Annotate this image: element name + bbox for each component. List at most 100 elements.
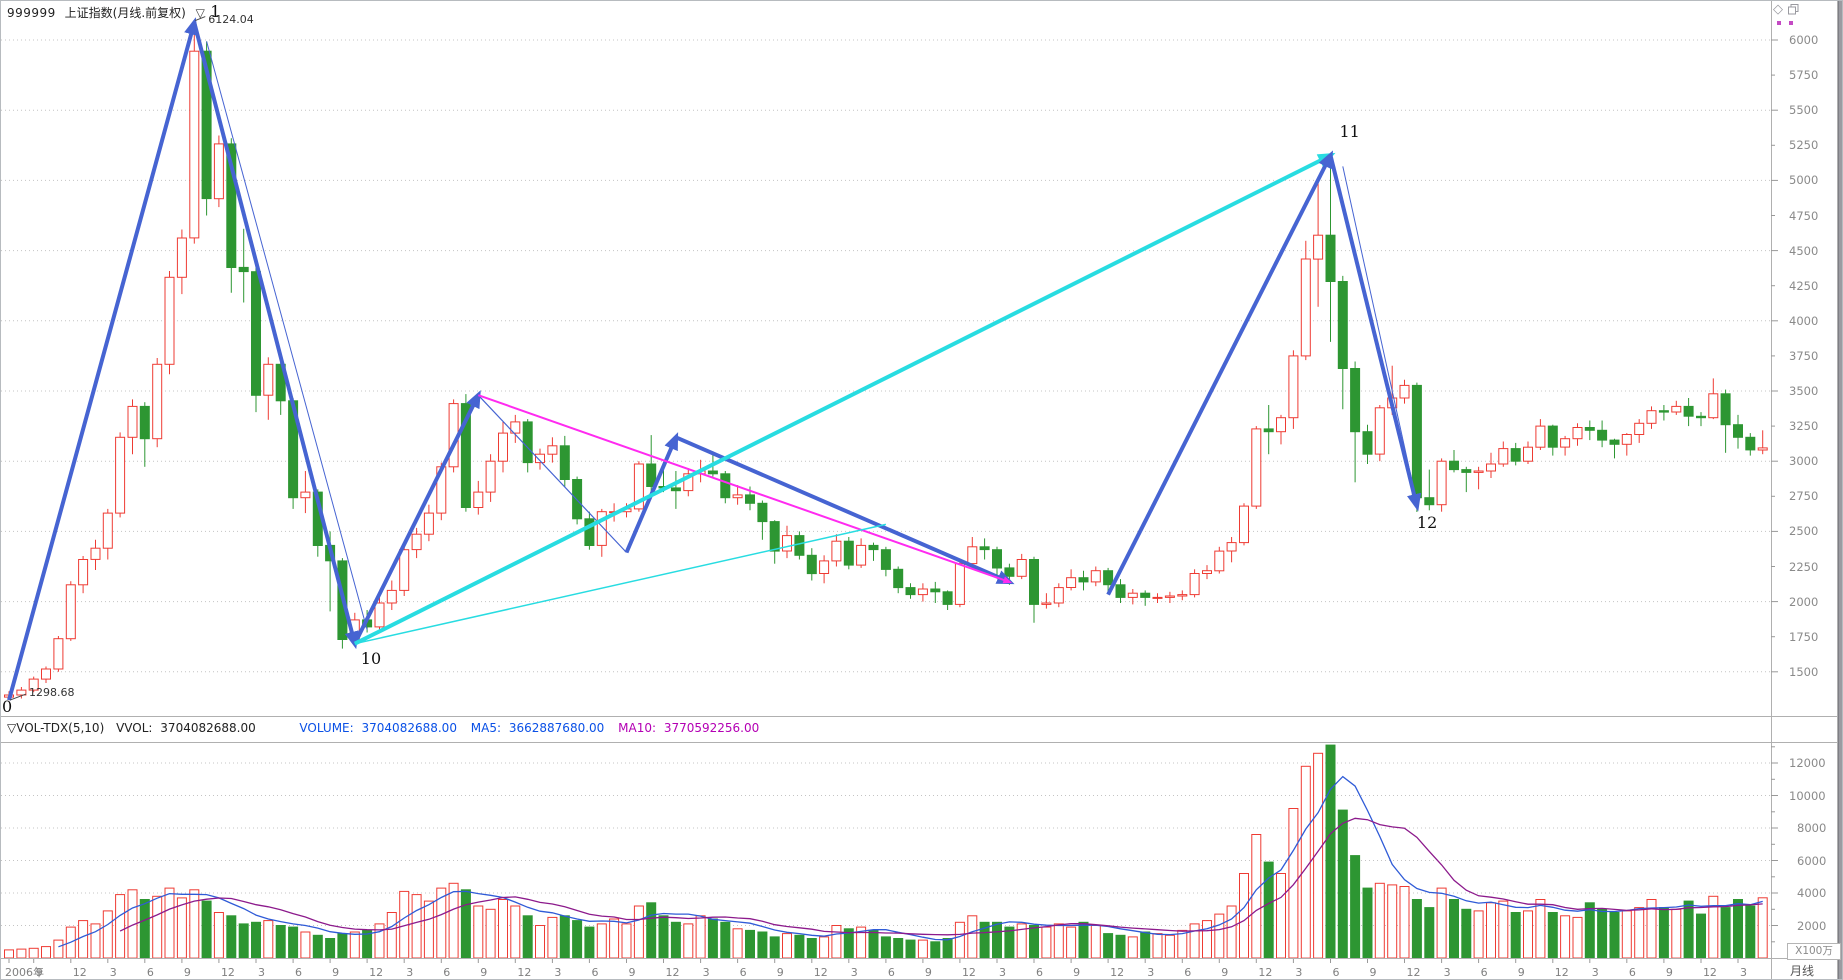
time-axis-label: 3 (1591, 966, 1599, 979)
volume-unit-label: X100万 (1787, 943, 1841, 960)
price-tick-label: 1500 (1789, 664, 1819, 679)
time-axis-label: 12 (961, 966, 976, 979)
price-tick-label: 6000 (1789, 33, 1819, 47)
price-tick-label: 2500 (1789, 524, 1819, 539)
time-axis-label: 12 (517, 966, 532, 979)
point-label-1: 1 (210, 1, 221, 21)
periodicity-label[interactable]: 月线 (1790, 964, 1815, 978)
collapse-pane-icon[interactable]: ▽ (195, 6, 205, 20)
price-tick-label: 3750 (1789, 348, 1819, 363)
chart-title: 999999 上证指数(月线.前复权) ▽ (7, 4, 205, 21)
price-callout: 6124.04 (208, 12, 254, 26)
symbol-code: 999999 (7, 6, 56, 20)
price-tick-label: 5000 (1789, 173, 1819, 188)
time-axis-label: 3 (258, 966, 265, 979)
time-axis-label: 9 (1665, 966, 1673, 979)
price-tick-label: 5750 (1789, 68, 1819, 83)
point-label-10: 10 (360, 648, 382, 668)
price-tick-label: 4250 (1789, 278, 1819, 293)
time-axis-label: 9 (35, 966, 43, 979)
price-tick-label: 4500 (1789, 243, 1819, 258)
ma5-label: MA5: (470, 721, 502, 735)
time-axis-label: 3 (1740, 966, 1747, 979)
time-axis-label: 3 (109, 966, 117, 979)
time-axis-label: 3 (1147, 966, 1155, 979)
volume-ma5-line (58, 775, 1763, 948)
price-tick-label: 3000 (1789, 454, 1819, 469)
volume-bars (4, 744, 1768, 959)
time-axis-label: 6 (887, 966, 895, 979)
price-tick-label: 4000 (1789, 313, 1819, 328)
volume-tick-label: 8000 (1797, 821, 1827, 835)
price-tick-label: 5250 (1789, 138, 1819, 153)
time-axis-label: 12 (1406, 966, 1421, 979)
time-axis-label: 9 (1369, 966, 1377, 979)
time-axis-label: 3 (554, 966, 562, 979)
volume-indicator-name[interactable]: ▽VOL-TDX(5,10) (7, 721, 105, 735)
volume-value: 3704082688.00 (361, 721, 457, 735)
time-axis-label: 9 (480, 966, 488, 979)
time-axis-label: 12 (813, 966, 828, 979)
time-axis-label: 12 (1258, 966, 1273, 979)
time-axis-label: 6 (1332, 966, 1340, 979)
restore-window-icon[interactable] (1788, 4, 1799, 15)
right-scrollbar[interactable] (1838, 1, 1842, 979)
point-label-11: 11 (1339, 122, 1360, 142)
time-axis-label: 3 (999, 966, 1006, 979)
price-callout: 1298.68 (29, 686, 75, 700)
volume-tick-label: 10000 (1789, 788, 1826, 803)
time-axis-label: 9 (776, 966, 784, 979)
symbol-name: 上证指数(月线.前复权) (64, 6, 186, 20)
time-axis-label: 12 (369, 966, 384, 979)
time-axis-label: 9 (1221, 966, 1229, 979)
ma5-value: 3662887680.00 (508, 721, 605, 735)
time-axis-label: 3 (850, 966, 858, 979)
time-axis-label: 6 (1184, 966, 1192, 979)
price-tick-label: 2000 (1789, 594, 1819, 609)
indicator-dot (1777, 21, 1781, 25)
price-tick-label: 3250 (1789, 419, 1819, 434)
time-axis-label: 3 (1443, 966, 1451, 979)
time-axis-label: 12 (1554, 966, 1569, 979)
time-axis-label: 12 (220, 966, 235, 979)
volume-tick-label: 12000 (1789, 756, 1826, 770)
volume-label: VOLUME: (299, 721, 354, 735)
time-axis-label: 3 (406, 966, 414, 979)
time-axis-label: 3 (702, 966, 710, 979)
candlesticks (4, 22, 1768, 701)
time-axis-year-label: 2006年 (5, 966, 44, 979)
ma10-value: 3770592256.00 (663, 721, 760, 735)
price-axis-ticks (1771, 39, 1778, 673)
diamond-icon[interactable]: ◇ (1773, 2, 1783, 17)
price-tick-label: 4750 (1789, 208, 1819, 223)
time-axis-label: 6 (1628, 966, 1636, 979)
time-axis-label: 9 (332, 966, 340, 979)
time-axis-label: 6 (739, 966, 747, 979)
time-axis-label: 6 (443, 966, 451, 979)
time-axis-label: 6 (146, 966, 154, 979)
volume-ma10-line (119, 817, 1763, 936)
point-label-12: 12 (1416, 512, 1438, 532)
vvol-label: VVOL: (116, 721, 153, 735)
volume-tick-label: 4000 (1797, 886, 1827, 900)
time-axis-label: 9 (1073, 966, 1081, 979)
volume-tick-label: 6000 (1797, 853, 1827, 868)
time-axis-label: 6 (591, 966, 599, 979)
time-axis-label: 9 (924, 966, 932, 979)
volume-axis-ticks (8, 746, 1778, 963)
time-axis-label: 12 (72, 966, 87, 979)
price-tick-label: 5500 (1789, 103, 1819, 118)
time-axis-label: 6 (295, 966, 303, 979)
time-axis-label: 9 (1517, 966, 1525, 979)
price-grid (1, 39, 1771, 926)
point-label-0: 0 (2, 697, 13, 717)
time-axis-label: 12 (1110, 966, 1125, 979)
time-axis-label: 12 (1702, 966, 1717, 979)
price-tick-label: 3500 (1789, 384, 1819, 398)
time-axis-label: 3 (1295, 966, 1303, 979)
ma10-label: MA10: (618, 721, 656, 735)
volume-tick-label: 2000 (1797, 918, 1827, 933)
trend-lines[interactable] (7, 17, 1422, 701)
